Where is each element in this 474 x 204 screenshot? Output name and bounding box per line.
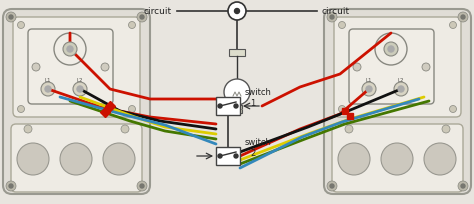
Circle shape <box>121 125 129 133</box>
Text: L1: L1 <box>366 78 372 83</box>
Circle shape <box>449 22 456 29</box>
FancyBboxPatch shape <box>28 30 113 104</box>
Circle shape <box>381 143 413 175</box>
Circle shape <box>218 154 222 158</box>
Bar <box>216 98 240 115</box>
Circle shape <box>140 16 144 20</box>
Circle shape <box>41 83 55 96</box>
Circle shape <box>327 181 337 191</box>
FancyBboxPatch shape <box>13 18 140 118</box>
Text: 2: 2 <box>250 148 255 157</box>
Circle shape <box>137 13 147 23</box>
FancyBboxPatch shape <box>324 10 471 194</box>
FancyBboxPatch shape <box>349 30 434 104</box>
FancyBboxPatch shape <box>334 18 461 118</box>
Circle shape <box>338 106 346 113</box>
Bar <box>216 147 240 165</box>
Circle shape <box>228 3 246 21</box>
Bar <box>229 50 245 57</box>
Circle shape <box>330 184 334 188</box>
Bar <box>232 105 242 113</box>
Circle shape <box>140 184 144 188</box>
Circle shape <box>458 181 468 191</box>
Circle shape <box>422 64 430 72</box>
Circle shape <box>234 154 238 158</box>
Circle shape <box>442 125 450 133</box>
Circle shape <box>77 86 83 93</box>
Circle shape <box>17 143 49 175</box>
Circle shape <box>103 143 135 175</box>
Circle shape <box>338 143 370 175</box>
FancyBboxPatch shape <box>332 124 463 192</box>
Text: circuit: circuit <box>144 7 172 16</box>
Circle shape <box>235 9 239 14</box>
Circle shape <box>128 22 136 29</box>
Circle shape <box>224 80 250 105</box>
Circle shape <box>375 34 407 66</box>
Circle shape <box>345 125 353 133</box>
Text: switch: switch <box>245 88 272 96</box>
Circle shape <box>18 22 25 29</box>
Circle shape <box>9 16 13 20</box>
Circle shape <box>353 64 361 72</box>
Circle shape <box>388 47 394 53</box>
Circle shape <box>60 143 92 175</box>
Circle shape <box>18 106 25 113</box>
Circle shape <box>362 83 376 96</box>
Circle shape <box>449 106 456 113</box>
Circle shape <box>384 43 398 57</box>
Circle shape <box>327 13 337 23</box>
Text: L1: L1 <box>45 78 51 83</box>
Circle shape <box>366 86 372 93</box>
FancyBboxPatch shape <box>11 124 142 192</box>
Circle shape <box>461 16 465 20</box>
Circle shape <box>24 125 32 133</box>
Circle shape <box>137 181 147 191</box>
Circle shape <box>398 86 404 93</box>
Circle shape <box>54 34 86 66</box>
Circle shape <box>458 13 468 23</box>
Circle shape <box>101 64 109 72</box>
Circle shape <box>6 13 16 23</box>
Circle shape <box>330 16 334 20</box>
Circle shape <box>338 22 346 29</box>
Text: 1: 1 <box>250 99 255 108</box>
Text: switch: switch <box>245 137 272 146</box>
Circle shape <box>424 143 456 175</box>
Circle shape <box>9 184 13 188</box>
Circle shape <box>128 106 136 113</box>
Circle shape <box>63 43 77 57</box>
Circle shape <box>234 104 238 109</box>
Text: L2: L2 <box>398 78 404 83</box>
Circle shape <box>67 47 73 53</box>
Circle shape <box>394 83 408 96</box>
Circle shape <box>73 83 87 96</box>
Text: circuit: circuit <box>322 7 350 16</box>
Circle shape <box>461 184 465 188</box>
Circle shape <box>218 104 222 109</box>
Text: L2: L2 <box>77 78 83 83</box>
Circle shape <box>45 86 51 93</box>
Circle shape <box>32 64 40 72</box>
Circle shape <box>6 181 16 191</box>
FancyBboxPatch shape <box>3 10 150 194</box>
